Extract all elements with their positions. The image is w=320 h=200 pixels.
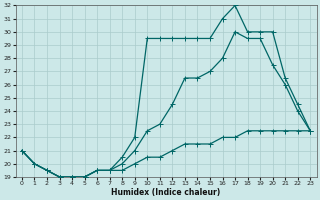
- X-axis label: Humidex (Indice chaleur): Humidex (Indice chaleur): [111, 188, 221, 197]
